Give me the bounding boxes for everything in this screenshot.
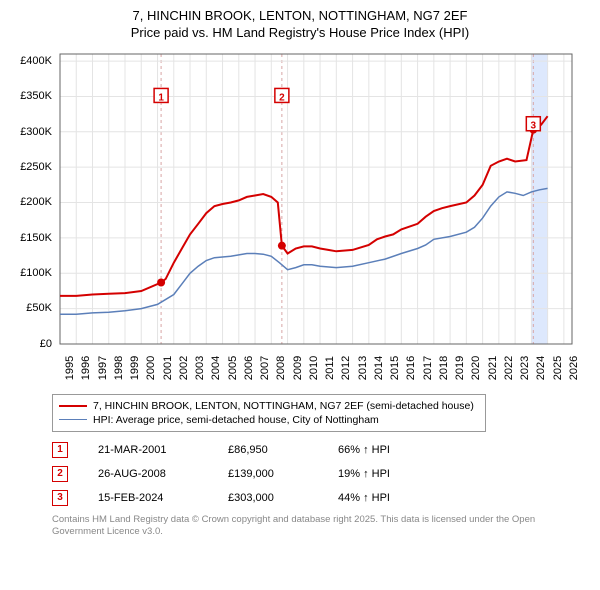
x-tick-label: 2018 xyxy=(438,356,450,380)
sale-row: 1 21-MAR-2001 £86,950 66% ↑ HPI xyxy=(52,438,584,462)
x-tick-label: 2006 xyxy=(243,356,255,380)
y-tick-label: £350K xyxy=(20,90,52,102)
x-tick-label: 2022 xyxy=(503,356,515,380)
sale-marker: 3 xyxy=(52,490,68,506)
legend-label: HPI: Average price, semi-detached house,… xyxy=(93,414,379,426)
svg-text:1: 1 xyxy=(158,92,164,103)
sale-delta: 66% ↑ HPI xyxy=(338,444,438,456)
x-tick-label: 1996 xyxy=(80,356,92,380)
x-tick-label: 2013 xyxy=(357,356,369,380)
svg-text:2: 2 xyxy=(279,92,285,103)
y-tick-label: £250K xyxy=(20,161,52,173)
x-tick-label: 2014 xyxy=(373,356,385,380)
x-tick-label: 1998 xyxy=(113,356,125,380)
y-tick-label: £0 xyxy=(40,338,52,350)
x-tick-label: 2017 xyxy=(422,356,434,380)
y-tick-label: £150K xyxy=(20,232,52,244)
legend: 7, HINCHIN BROOK, LENTON, NOTTINGHAM, NG… xyxy=(52,394,486,432)
y-tick-label: £200K xyxy=(20,196,52,208)
x-tick-label: 2007 xyxy=(259,356,271,380)
chart-plot-area: 1 2 3 £0 £50K £100K £150K £200K £250K £300K £350K… xyxy=(16,48,576,388)
sale-row: 2 26-AUG-2008 £139,000 19% ↑ HPI xyxy=(52,462,584,486)
x-tick-label: 2020 xyxy=(470,356,482,380)
x-tick-label: 2021 xyxy=(487,356,499,380)
x-tick-label: 2008 xyxy=(275,356,287,380)
sale-date: 26-AUG-2008 xyxy=(98,468,198,480)
x-tick-label: 2023 xyxy=(519,356,531,380)
x-tick-label: 2015 xyxy=(389,356,401,380)
x-tick-label: 2010 xyxy=(308,356,320,380)
y-tick-label: £50K xyxy=(26,302,52,314)
x-tick-label: 2016 xyxy=(405,356,417,380)
sale-marker: 1 xyxy=(52,442,68,458)
svg-text:3: 3 xyxy=(531,121,537,132)
x-tick-label: 1999 xyxy=(129,356,141,380)
x-tick-label: 1995 xyxy=(64,356,76,380)
sale-price: £303,000 xyxy=(228,492,308,504)
x-tick-label: 2003 xyxy=(194,356,206,380)
sale-date: 15-FEB-2024 xyxy=(98,492,198,504)
legend-label: 7, HINCHIN BROOK, LENTON, NOTTINGHAM, NG… xyxy=(93,400,474,412)
y-tick-label: £400K xyxy=(20,55,52,67)
sales-table: 1 21-MAR-2001 £86,950 66% ↑ HPI 2 26-AUG-2008… xyxy=(52,438,584,510)
sale-marker: 2 xyxy=(52,466,68,482)
sale-row: 3 15-FEB-2024 £303,000 44% ↑ HPI xyxy=(52,486,584,510)
x-tick-label: 2011 xyxy=(324,356,336,380)
chart-svg: 1 2 3 xyxy=(16,48,576,388)
legend-row: HPI: Average price, semi-detached house,… xyxy=(59,413,479,427)
x-tick-label: 2002 xyxy=(178,356,190,380)
y-tick-label: £100K xyxy=(20,267,52,279)
chart-title: 7, HINCHIN BROOK, LENTON, NOTTINGHAM, NG… xyxy=(8,8,592,42)
x-tick-label: 2024 xyxy=(535,356,547,380)
x-tick-label: 2005 xyxy=(227,356,239,380)
x-tick-label: 2009 xyxy=(292,356,304,380)
title-line2: Price paid vs. HM Land Registry's House … xyxy=(8,25,592,42)
y-tick-label: £300K xyxy=(20,126,52,138)
sale-price: £139,000 xyxy=(228,468,308,480)
x-tick-label: 1997 xyxy=(97,356,109,380)
legend-row: 7, HINCHIN BROOK, LENTON, NOTTINGHAM, NG… xyxy=(59,399,479,413)
sale-delta: 19% ↑ HPI xyxy=(338,468,438,480)
sale-date: 21-MAR-2001 xyxy=(98,444,198,456)
title-line1: 7, HINCHIN BROOK, LENTON, NOTTINGHAM, NG… xyxy=(8,8,592,25)
legend-swatch xyxy=(59,419,87,420)
x-tick-label: 2012 xyxy=(340,356,352,380)
x-tick-label: 2025 xyxy=(552,356,564,380)
sale-delta: 44% ↑ HPI xyxy=(338,492,438,504)
sale-price: £86,950 xyxy=(228,444,308,456)
legend-swatch xyxy=(59,405,87,407)
x-tick-label: 2001 xyxy=(162,356,174,380)
x-tick-label: 2000 xyxy=(145,356,157,380)
x-tick-label: 2026 xyxy=(568,356,580,380)
x-tick-label: 2019 xyxy=(454,356,466,380)
attribution-text: Contains HM Land Registry data © Crown c… xyxy=(52,514,584,539)
x-tick-label: 2004 xyxy=(210,356,222,380)
